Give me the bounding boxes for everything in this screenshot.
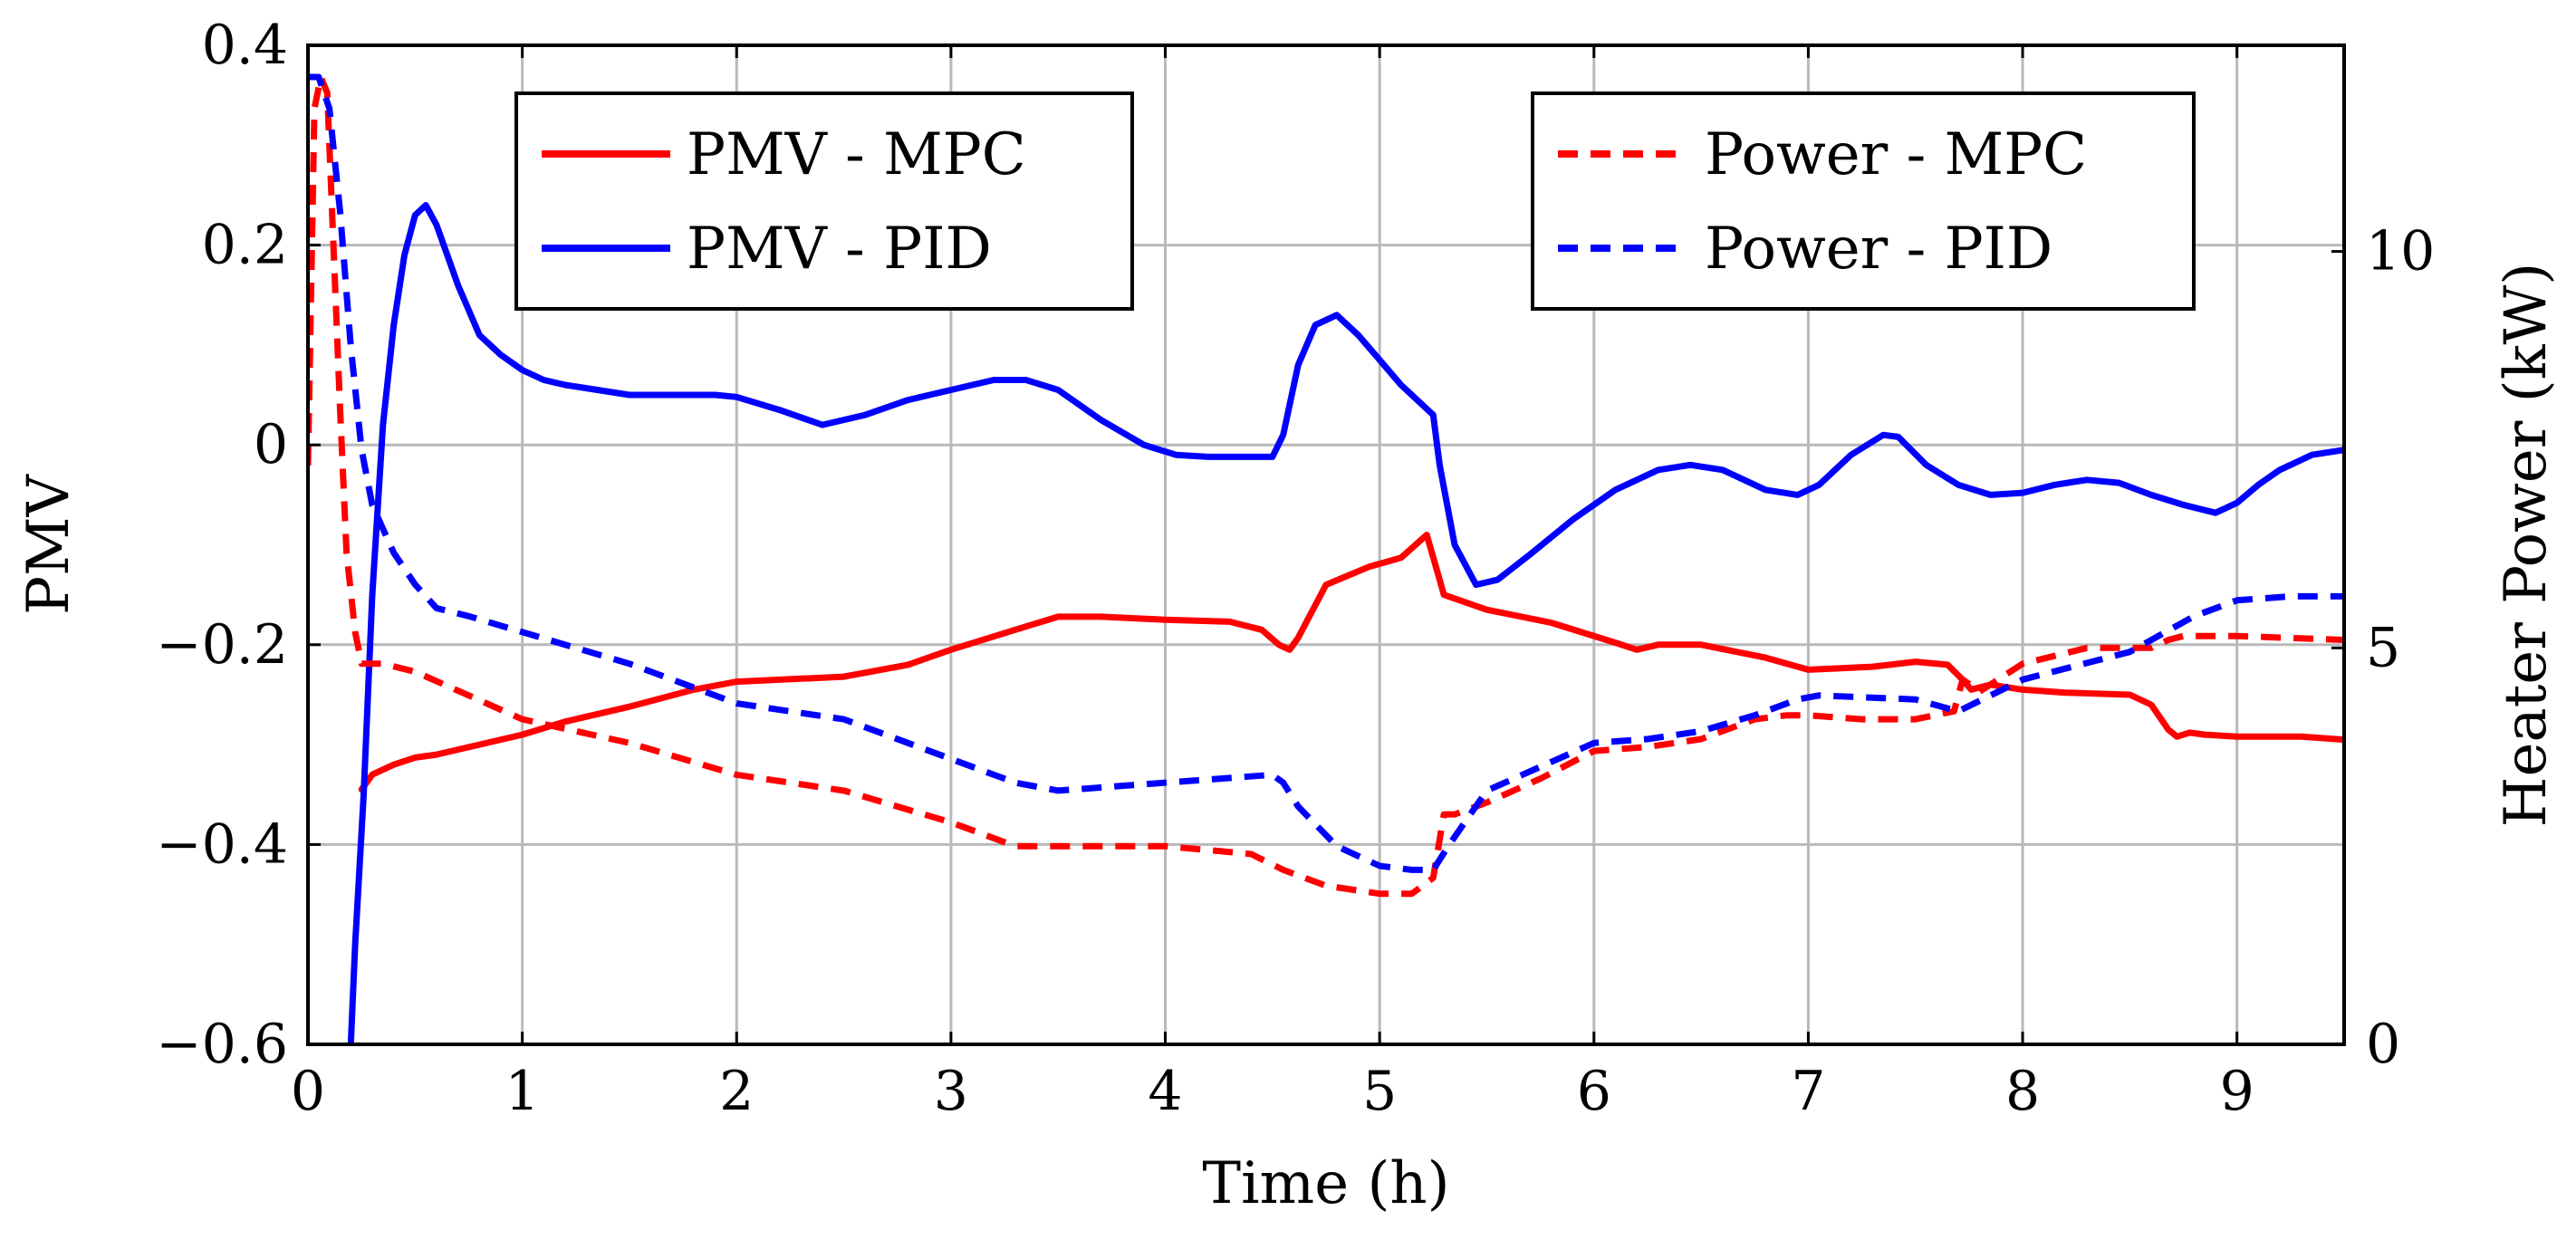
legend-box xyxy=(514,91,1134,311)
y2-axis-title: Heater Power (kW) xyxy=(2493,263,2560,827)
y-tick-label: −0.2 xyxy=(156,613,288,677)
y-tick-label: −0.4 xyxy=(156,812,288,876)
series-line-pmv-mpc xyxy=(358,532,2344,793)
ticks xyxy=(306,43,2344,1046)
x-axis-title: Time (h) xyxy=(1202,1150,1449,1217)
x-tick-label: 1 xyxy=(505,1060,540,1123)
y-tick-label: 0 xyxy=(254,413,288,476)
legend-pmv: PMV - MPC PMV - PID xyxy=(514,91,1134,311)
series-layer xyxy=(308,73,2344,1044)
x-tick-label: 0 xyxy=(291,1060,325,1123)
y-tick-label: −0.6 xyxy=(156,1013,288,1076)
legend-label: PMV - MPC xyxy=(687,121,1026,188)
tick-labels: 0 1 2 3 4 5 6 7 8 9 0.4 0.2 0 −0.2 −0.4 −0.6 10 5 0 xyxy=(156,14,2435,1123)
x-tick-label: 4 xyxy=(1148,1060,1182,1123)
legend-label: Power - PID xyxy=(1705,216,2052,283)
legend-power: Power - MPC Power - PID xyxy=(1531,91,2196,311)
y-axis-title: PMV xyxy=(15,473,82,615)
x-tick-label: 9 xyxy=(2220,1060,2254,1123)
legend-label: Power - MPC xyxy=(1705,121,2087,188)
series-line-power-pid xyxy=(308,73,2344,873)
legend-box xyxy=(1531,91,2196,311)
y2-tick-label: 10 xyxy=(2366,220,2435,284)
x-tick-label: 5 xyxy=(1362,1060,1397,1123)
x-tick-label: 3 xyxy=(934,1060,968,1123)
y-tick-label: 0.2 xyxy=(202,214,288,277)
series-line-power-mpc xyxy=(308,73,2344,898)
y2-tick-label: 0 xyxy=(2366,1013,2400,1076)
x-tick-label: 6 xyxy=(1577,1060,1611,1123)
plot-frame xyxy=(306,43,2346,1046)
legend-label: PMV - PID xyxy=(687,216,992,283)
x-tick-label: 8 xyxy=(2005,1060,2040,1123)
x-tick-label: 7 xyxy=(1791,1060,1825,1123)
x-tick-label: 2 xyxy=(719,1060,754,1123)
y-tick-label: 0.4 xyxy=(202,14,288,77)
y2-tick-label: 5 xyxy=(2366,616,2400,679)
series-line-pmv-pid xyxy=(347,202,2344,1044)
